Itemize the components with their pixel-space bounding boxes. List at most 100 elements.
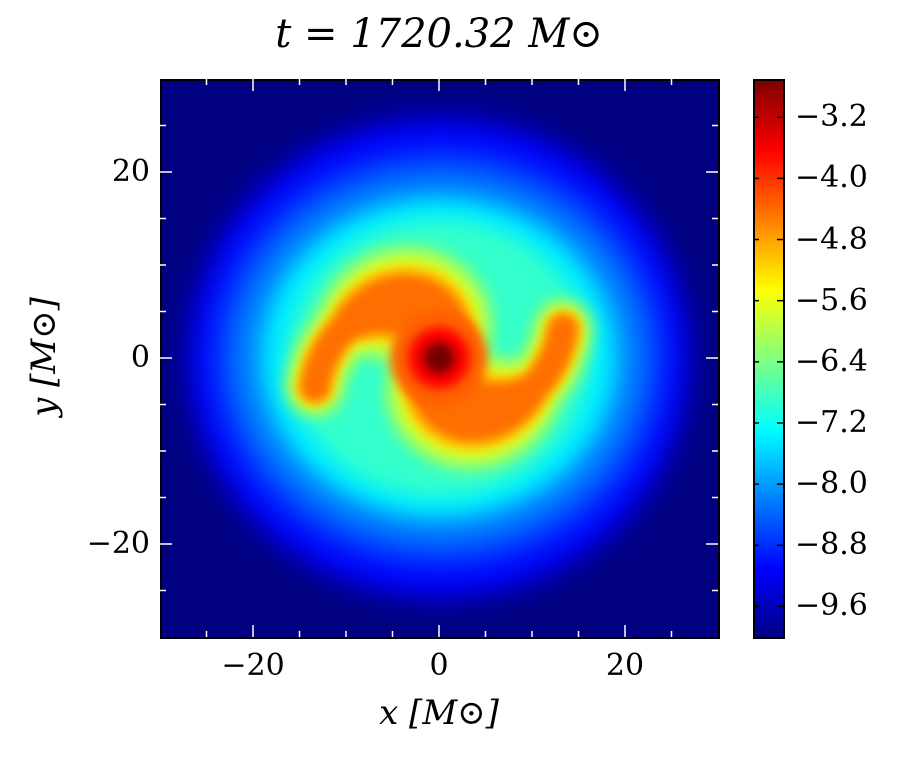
colorbar-segment [753,330,783,336]
colorbar-segment [753,278,783,284]
colorbar-segment [753,262,783,268]
colorbar-segment [753,198,783,204]
colorbar-segment [753,361,783,367]
colorbar-segment [753,306,783,312]
colorbar-segment [753,385,783,391]
colorbar-segment [753,461,783,467]
colorbar-segment [753,549,783,555]
colorbar-segment [753,122,783,128]
colorbar-segment [753,537,783,543]
colorbar-segment [753,529,783,535]
colorbar-segment [753,322,783,328]
colorbar-segment [753,481,783,487]
colorbar-segment [753,397,783,403]
y-tick-label: 20 [111,154,150,189]
colorbar-segment [753,338,783,344]
colorbar-segment [753,409,783,415]
colorbar-segment [753,585,783,591]
colorbar-segment [753,517,783,523]
x-tick-label: 0 [429,648,449,683]
colorbar-segment [753,214,783,220]
colorbar-segment [753,254,783,260]
colorbar-segment [753,441,783,447]
colorbar-segment [753,521,783,527]
colorbar-tick-label: −8.8 [795,527,868,563]
colorbar-segment [753,134,783,140]
colorbar-segment [753,617,783,623]
colorbar-segment [753,298,783,304]
colorbar-segment [753,150,783,156]
colorbar-segment [753,250,783,256]
colorbar-segment [753,545,783,551]
colorbar-segment [753,569,783,575]
colorbar-segment [753,501,783,507]
colorbar-segment [753,310,783,316]
colorbar-segment [753,525,783,531]
colorbar-segment [753,621,783,627]
colorbar-segment [753,126,783,132]
y-axis-label: y [M⊙] [24,297,64,417]
colorbar-segment [753,505,783,511]
colorbar-segment [753,581,783,587]
colorbar-segment [753,393,783,399]
colorbar-segment [753,186,783,192]
colorbar-segment [753,373,783,379]
colorbar-segment [753,102,783,108]
colorbar-segment [753,174,783,180]
colorbar-segment [753,294,783,300]
colorbar-segment [753,182,783,188]
colorbar-segment [753,342,783,348]
colorbar-segment [753,170,783,176]
colorbar-segment [753,401,783,407]
colorbar-tick-label: −4.8 [795,221,868,257]
colorbar-segment [753,417,783,423]
x-tick-label: −20 [221,648,285,683]
colorbar-segment [753,445,783,451]
heatmap-plot-area [160,79,718,637]
colorbar-tick-label: −6.4 [795,343,868,379]
chart-title: t = 1720.32 M⊙ [160,14,718,54]
y-tick-label: 0 [130,340,150,375]
colorbar-tick-label: −9.6 [795,588,868,624]
y-tick-label: −20 [86,526,150,561]
colorbar-segment [753,110,783,116]
colorbar-segment [753,493,783,499]
colorbar-segment [753,377,783,383]
colorbar-segment [753,489,783,495]
colorbar-segment [753,350,783,356]
colorbar-segment [753,258,783,264]
colorbar-segment [753,433,783,439]
colorbar-segment [753,469,783,475]
colorbar-segment [753,282,783,288]
colorbar-segment [753,190,783,196]
colorbar-segment [753,593,783,599]
colorbar-segment [753,178,783,184]
colorbar-segment [753,142,783,148]
colorbar-segment [753,82,783,88]
colorbar [753,79,783,637]
colorbar-segment [753,79,783,84]
colorbar-tick-label: −8.0 [795,466,868,502]
colorbar-segment [753,437,783,443]
colorbar-segment [753,90,783,96]
colorbar-segment [753,561,783,567]
heatmap-svg [160,79,718,637]
density-field [160,79,718,637]
colorbar-segment [753,194,783,200]
colorbar-segment [753,326,783,332]
colorbar-segment [753,597,783,603]
colorbar-segment [753,513,783,519]
central-core [414,333,464,383]
colorbar-segment [753,202,783,208]
colorbar-segment [753,354,783,359]
colorbar-segment [753,485,783,491]
colorbar-segment [753,477,783,483]
colorbar-segment [753,358,783,363]
colorbar-segment [753,86,783,92]
colorbar-segment [753,613,783,619]
colorbar-segment [753,369,783,375]
colorbar-segment [753,266,783,272]
colorbar-segment [753,609,783,615]
colorbar-segment [753,118,783,124]
